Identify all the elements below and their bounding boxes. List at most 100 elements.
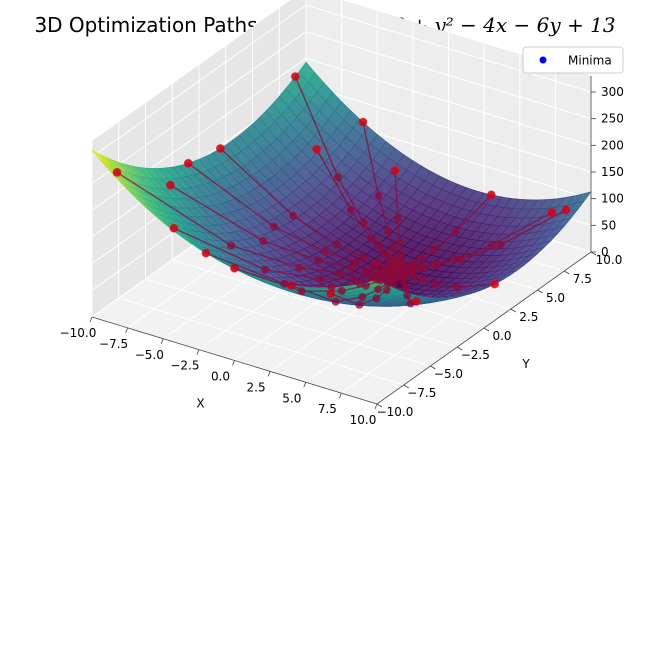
path-point: [430, 245, 439, 254]
x-tick-mark: [196, 349, 200, 355]
path-point: [336, 269, 345, 278]
y-tick-mark: [590, 251, 597, 256]
path-point: [452, 254, 460, 263]
y-tick-mark: [403, 384, 409, 389]
x-tick-mark: [374, 403, 378, 410]
z-tick-label: 50: [601, 218, 616, 232]
path-point: [332, 240, 341, 249]
path-point: [382, 285, 391, 294]
y-tick-label: −10.0: [377, 405, 414, 419]
grid-line-y-floor: [145, 278, 431, 367]
grid-line-z-back: [305, 31, 592, 120]
path-point: [280, 279, 289, 288]
path-point: [399, 266, 408, 275]
y-tick-mark: [430, 365, 436, 370]
path-start-point: [411, 296, 421, 306]
x-tick-label: 10.0: [350, 413, 377, 427]
x-tick-mark: [160, 338, 164, 344]
x-axis-label: X: [196, 397, 204, 411]
path-point: [337, 286, 346, 295]
path-point: [327, 282, 336, 291]
legend-label-minima: Minima: [568, 54, 612, 68]
x-tick-label: 5.0: [282, 391, 301, 405]
grid-line-y-floor: [172, 259, 458, 348]
x-tick-label: −7.5: [99, 337, 128, 351]
x-tick-mark: [339, 392, 342, 399]
path-point: [359, 218, 368, 227]
path-point: [374, 285, 383, 294]
y-tick-label: 10.0: [596, 253, 623, 267]
y-tick-label: −2.5: [461, 348, 490, 362]
path-start-point: [547, 208, 557, 217]
y-tick-mark: [376, 403, 383, 408]
legend-box: [522, 46, 624, 74]
path-start-point: [183, 158, 193, 168]
path-start-point: [230, 263, 239, 273]
path-point: [348, 263, 357, 272]
grid-line-z-back: [305, 4, 592, 93]
path-point: [389, 244, 398, 253]
path-point: [261, 265, 270, 274]
x-tick-mark: [303, 382, 307, 388]
z-tick-label: 150: [601, 165, 624, 179]
path-point: [334, 173, 342, 182]
path-point: [316, 274, 324, 283]
y-tick-mark: [483, 327, 490, 332]
path-point: [431, 279, 440, 288]
path-point: [361, 281, 370, 290]
path-start-point: [201, 248, 211, 258]
path-point: [289, 211, 298, 220]
grid-line-z-left: [91, 4, 307, 158]
x-tick-mark: [89, 316, 93, 323]
path-start-point: [165, 180, 175, 190]
grid-line-y-floor: [118, 297, 404, 386]
path-point: [355, 279, 364, 288]
grid-line-z-left: [91, 31, 307, 185]
path-point: [393, 214, 402, 223]
x-tick-label: 7.5: [318, 402, 337, 416]
path-point: [384, 252, 393, 261]
path-point: [381, 264, 390, 273]
path-point: [375, 268, 384, 277]
path-point: [401, 283, 410, 292]
optimization-paths: [112, 72, 571, 309]
path-point: [417, 254, 426, 263]
path-start-point: [358, 117, 368, 127]
x-tick-mark: [232, 360, 235, 366]
path-point: [348, 274, 357, 283]
path-point: [331, 297, 340, 306]
path-point: [259, 237, 268, 245]
z-tick-label: 0: [601, 245, 609, 259]
y-tick-mark: [537, 289, 543, 294]
tick-labels: −10.0−7.5−5.0−2.50.02.55.07.510.0−10.0−7…: [60, 85, 624, 427]
path-point: [417, 263, 426, 272]
y-axis-label: Y: [521, 357, 530, 371]
path-point: [358, 253, 367, 262]
path-point: [375, 240, 383, 249]
z-tick-label: 100: [601, 192, 624, 206]
path-point: [358, 293, 367, 302]
x-tick-label: −2.5: [170, 359, 199, 373]
z-tick-label: 300: [601, 85, 624, 99]
path-point: [430, 260, 439, 269]
path-start-point: [112, 167, 122, 177]
x-tick-label: 0.0: [211, 370, 230, 384]
path-point: [321, 247, 330, 256]
path-point: [453, 283, 462, 292]
grid-line-z-back: [305, 84, 592, 173]
y-tick-label: 0.0: [492, 329, 511, 343]
path-start-point: [390, 166, 400, 175]
path-point: [403, 291, 412, 300]
y-tick-label: −5.0: [434, 367, 463, 381]
path-point: [384, 226, 392, 235]
path-point: [372, 275, 381, 284]
path-start-point: [326, 289, 336, 299]
y-tick-label: 7.5: [573, 272, 592, 286]
y-tick-mark: [510, 308, 516, 313]
path-start-point: [215, 144, 225, 153]
path-point: [496, 241, 505, 249]
x-tick-label: 2.5: [247, 380, 266, 394]
path-start-point: [486, 190, 496, 200]
z-tick-label: 200: [601, 138, 624, 152]
